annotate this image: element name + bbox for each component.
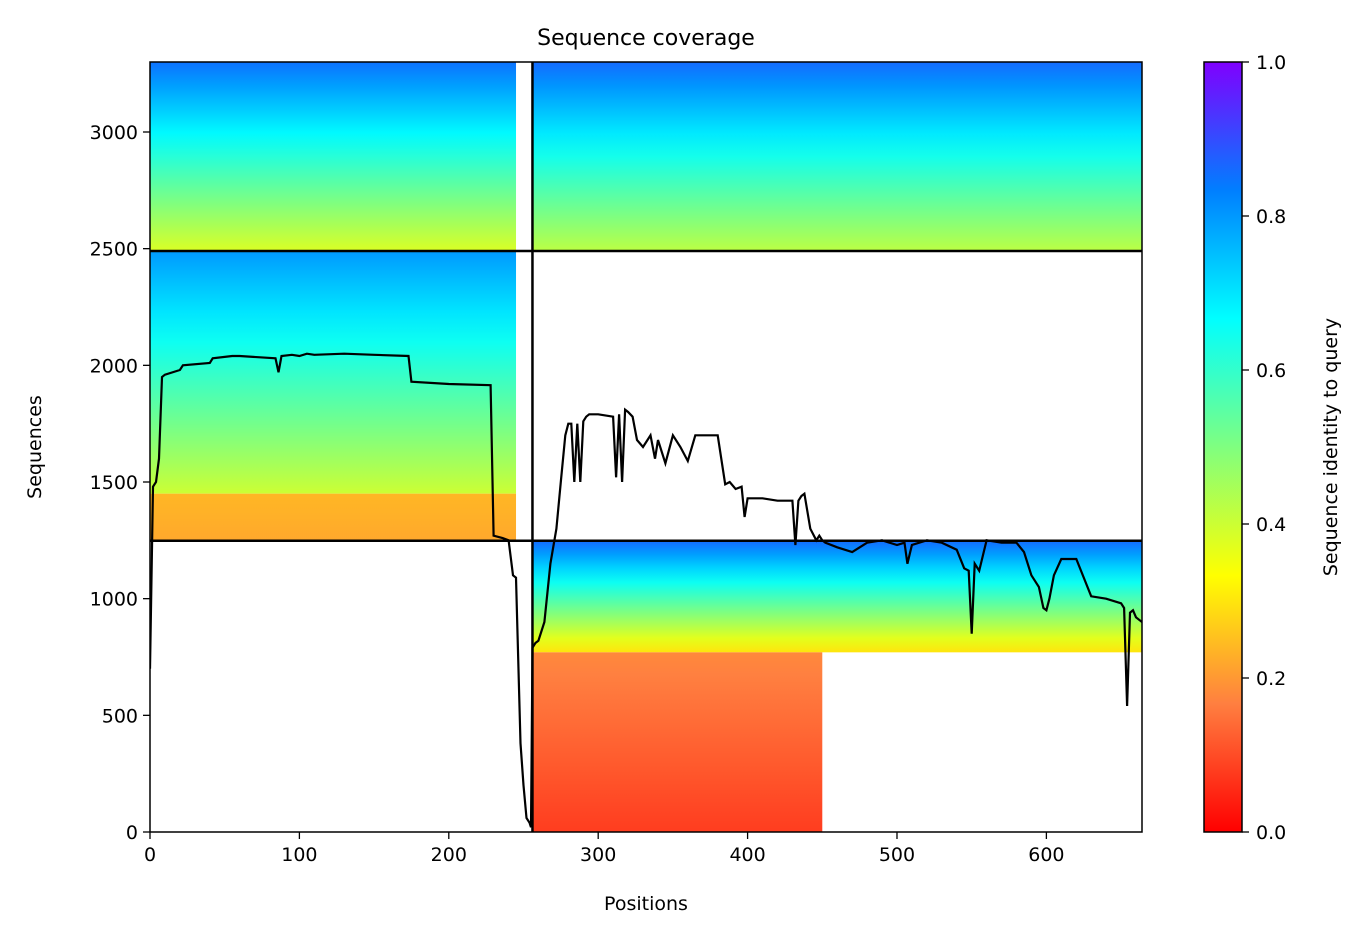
plot-area [149,61,1143,833]
colorbar-frame [1203,61,1243,833]
y-tick-label: 3000 [90,122,138,144]
colorbar-tick-label: 1.0 [1256,52,1286,74]
x-tick-label: 300 [580,844,616,866]
colorbar-tick-label: 0.8 [1256,206,1286,228]
colorbar-tick-label: 0.4 [1256,514,1286,536]
y-tick-label: 2000 [90,355,138,377]
colorbar-ticks: 0.0 0.2 0.4 0.6 0.8 1.0 [1242,52,1286,844]
y-tick-label: 1500 [90,472,138,494]
x-tick-label: 100 [281,844,317,866]
x-tick-label: 200 [431,844,467,866]
x-tick-label: 500 [879,844,915,866]
colorbar: 0.0 0.2 0.4 0.6 0.8 1.0 [1203,52,1286,844]
x-axis: 0 100 200 300 400 500 600 [144,832,1065,866]
y-tick-label: 0 [126,822,138,844]
x-axis-label: Positions [604,893,688,915]
colorbar-tick-label: 0.6 [1256,360,1286,382]
coverage-block [150,493,517,541]
y-tick-label: 1000 [90,589,138,611]
plot-frame [149,61,1143,833]
chart-title: Sequence coverage [537,26,755,51]
y-axis-label: Sequences [24,395,46,499]
x-tick-label: 600 [1028,844,1064,866]
coverage-block [150,62,517,251]
coverage-block [532,62,1142,251]
x-tick-label: 400 [729,844,765,866]
colorbar-tick-label: 0.0 [1256,822,1286,844]
coverage-line [150,352,1142,828]
coverage-block [150,251,517,494]
colorbar-tick-label: 0.2 [1256,668,1286,690]
coverage-block [532,652,823,832]
colorbar-gradient [1204,62,1242,832]
colorbar-label: Sequence identity to query [1320,318,1342,576]
y-axis: 0 500 1000 1500 2000 2500 3000 [90,122,150,844]
y-tick-label: 500 [102,705,138,727]
x-tick-label: 0 [144,844,156,866]
y-tick-label: 2500 [90,239,138,261]
